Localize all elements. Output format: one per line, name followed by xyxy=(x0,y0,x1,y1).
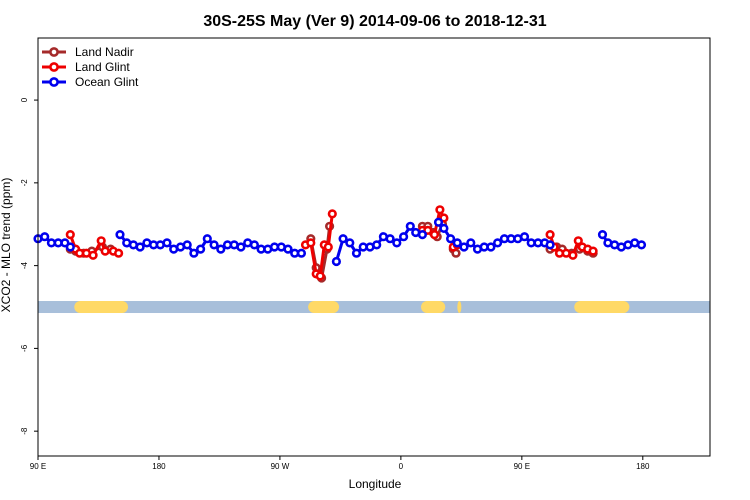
series-ocean-glint xyxy=(33,217,647,267)
data-point xyxy=(573,236,583,246)
legend-label: Land Glint xyxy=(75,60,130,74)
series-group xyxy=(33,205,647,283)
legend-label: Land Nadir xyxy=(75,45,134,59)
land-segment xyxy=(574,301,630,314)
ocean-band xyxy=(38,301,710,314)
data-point xyxy=(202,234,212,244)
data-point xyxy=(417,230,428,240)
data-point xyxy=(372,240,382,250)
data-point xyxy=(466,238,476,248)
y-tick-label: 0 xyxy=(20,97,29,102)
data-point xyxy=(486,242,496,252)
legend-swatch-marker xyxy=(49,77,59,87)
data-point xyxy=(283,244,293,254)
data-point xyxy=(636,240,647,250)
data-point xyxy=(545,240,555,250)
legend-swatch-marker xyxy=(49,47,59,57)
land-segment xyxy=(421,301,446,314)
data-point xyxy=(399,232,409,242)
data-point xyxy=(113,248,124,258)
legend-item-land-glint: Land Glint xyxy=(42,60,130,74)
data-point xyxy=(597,230,608,240)
data-point xyxy=(385,234,395,244)
data-point xyxy=(351,248,362,258)
y-axis-label: XCO2 - MLO trend (ppm) xyxy=(0,178,13,313)
data-point xyxy=(162,238,172,248)
y-tick-label: -2 xyxy=(20,179,29,187)
data-point xyxy=(493,238,503,248)
legend-swatch-marker xyxy=(49,62,59,72)
land-segment xyxy=(308,301,340,314)
data-point xyxy=(315,271,325,281)
data-point xyxy=(338,234,348,244)
x-tick-label: 90 E xyxy=(30,462,46,471)
x-tick-label: 90 E xyxy=(514,462,530,471)
y-tick-label: -6 xyxy=(20,344,29,352)
data-point xyxy=(433,217,444,227)
data-point xyxy=(65,242,75,252)
data-point xyxy=(88,250,98,260)
data-point xyxy=(392,238,402,248)
x-tick-label: 90 W xyxy=(271,462,290,471)
data-point xyxy=(40,232,50,242)
x-tick-label: 0 xyxy=(399,462,404,471)
data-point xyxy=(306,238,316,248)
data-point xyxy=(519,232,530,242)
data-point xyxy=(435,205,445,215)
y-tick-label: -8 xyxy=(20,427,29,435)
series-land-glint xyxy=(65,205,598,281)
legend-item-ocean-glint: Ocean Glint xyxy=(42,75,139,89)
plot-frame xyxy=(37,37,711,457)
data-point xyxy=(249,240,259,250)
chart-title: 30S-25S May (Ver 9) 2014-09-06 to 2018-1… xyxy=(203,13,546,30)
land-ocean-band xyxy=(38,301,710,314)
data-point xyxy=(568,250,578,260)
data-point xyxy=(65,230,75,240)
data-point xyxy=(296,248,307,258)
data-point xyxy=(323,242,333,252)
data-point xyxy=(452,238,462,248)
data-point xyxy=(209,240,219,250)
x-tick-label: 180 xyxy=(636,462,650,471)
data-point xyxy=(331,256,342,267)
data-point xyxy=(216,244,226,254)
data-point xyxy=(96,236,106,246)
axes: 90 E 180 90 W 0 90 E 180 0 -2 -4 -6 -8 xyxy=(20,97,650,471)
x-tick-label: 180 xyxy=(152,462,166,471)
data-point xyxy=(115,230,125,240)
legend-item-land-nadir: Land Nadir xyxy=(42,45,134,59)
legend-label: Ocean Glint xyxy=(75,75,139,89)
data-point xyxy=(439,223,449,233)
data-point xyxy=(405,221,415,231)
data-point xyxy=(446,234,456,244)
data-point xyxy=(429,230,440,240)
x-axis-label: Longitude xyxy=(349,477,402,491)
data-point xyxy=(135,242,145,252)
data-point xyxy=(236,242,246,252)
data-point xyxy=(100,246,110,256)
data-point xyxy=(545,230,555,240)
land-segment xyxy=(74,301,129,314)
data-point xyxy=(588,246,598,256)
data-point xyxy=(459,242,469,252)
data-point xyxy=(327,209,337,219)
data-point xyxy=(189,248,199,258)
data-point xyxy=(345,238,355,248)
data-point xyxy=(182,240,192,250)
land-segment xyxy=(457,301,462,314)
data-point xyxy=(196,244,206,254)
y-tick-label: -4 xyxy=(20,262,29,270)
